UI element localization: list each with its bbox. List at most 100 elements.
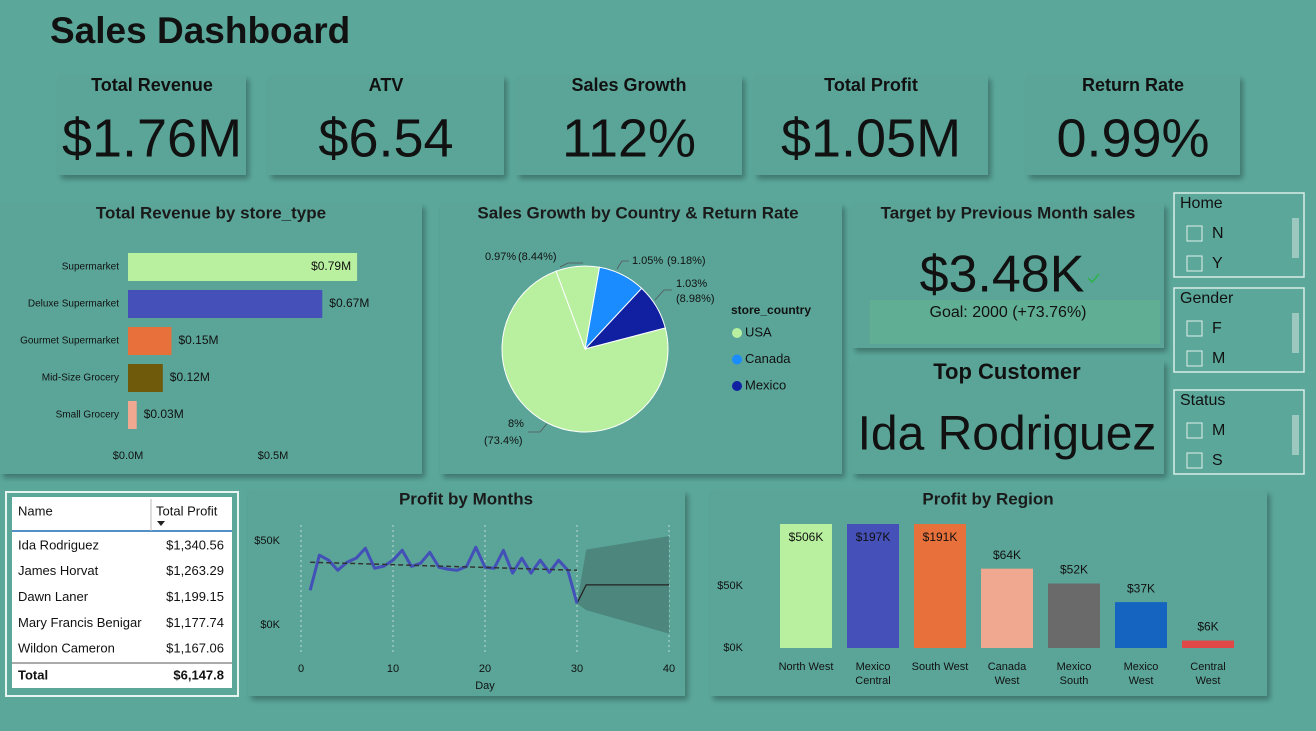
panel — [0, 203, 422, 474]
y-tick-label: Small Grocery — [56, 410, 119, 421]
data-label: $191K — [923, 530, 958, 544]
table-cell: Ida Rodriguez — [18, 537, 99, 552]
table-cell: Wildon Cameron — [18, 641, 115, 656]
checkbox[interactable] — [1186, 452, 1203, 469]
leader-line — [616, 260, 629, 270]
slicer-title: Home — [1180, 195, 1223, 212]
slicer-option: F — [1212, 320, 1222, 337]
leader-line — [654, 289, 672, 301]
x-tick-label: $0.5M — [258, 450, 289, 462]
pie-slice — [501, 270, 669, 433]
sort-icon[interactable] — [157, 521, 165, 526]
legend-title: store_country — [731, 303, 811, 317]
data-label: (8.98%) — [676, 293, 715, 305]
kpi-title: Target by Previous Month sales — [881, 203, 1136, 222]
legend-label: Canada — [745, 351, 791, 366]
bar — [1182, 640, 1234, 648]
table-frame — [5, 491, 239, 697]
table-cell: $1,340.56 — [166, 537, 224, 552]
x-tick-label: 10 — [387, 663, 399, 675]
chart-title: Profit by Months — [399, 489, 533, 508]
bar-group — [780, 524, 1234, 649]
forecast-line — [576, 584, 669, 604]
data-label: $37K — [1127, 581, 1155, 595]
card — [754, 75, 988, 175]
legend-swatch — [732, 381, 742, 391]
card-value: $6.54 — [318, 108, 453, 168]
leader-line — [528, 419, 551, 433]
checkbox[interactable] — [1186, 225, 1203, 242]
checkbox[interactable] — [1186, 255, 1203, 272]
trend-line — [310, 561, 578, 572]
checkbox[interactable] — [1186, 350, 1203, 367]
scrollbar — [1292, 313, 1299, 353]
leader-line — [559, 262, 583, 268]
slicer-frame — [1173, 389, 1305, 475]
data-label: $6K — [1197, 620, 1218, 634]
chart-title: Total Revenue by store_type — [96, 203, 326, 222]
y-tick-label: Supermarket — [62, 262, 119, 273]
x-tick-label: Mexico Central — [855, 661, 890, 687]
card-label: ATV — [369, 75, 404, 95]
bar — [1048, 583, 1100, 648]
y-tick-label: $50K — [254, 535, 280, 547]
legend-label: Mexico — [745, 377, 786, 392]
card-label: Total Revenue — [91, 75, 213, 95]
pie-slice — [555, 265, 600, 351]
data-label: 1.03% — [676, 278, 707, 290]
data-label: 8% — [508, 418, 524, 430]
x-tick-label: 40 — [663, 663, 675, 675]
data-label: $64K — [993, 548, 1021, 562]
data-label: 1.05% — [632, 255, 663, 267]
data-label: $0.12M — [170, 370, 210, 384]
bar — [128, 253, 358, 281]
bar — [780, 524, 832, 649]
slicer-option: Y — [1212, 255, 1223, 272]
x-tick-label: Canada West — [988, 661, 1027, 687]
slicer-option: N — [1212, 225, 1224, 242]
chart-title: Sales Growth by Country & Return Rate — [477, 203, 798, 222]
card-value: 112% — [562, 108, 696, 168]
y-tick-label: Mid-Size Grocery — [42, 373, 119, 384]
checkbox[interactable] — [1186, 422, 1203, 439]
x-axis-label: Day — [475, 680, 495, 692]
kpi-check-icon — [1087, 273, 1100, 284]
x-tick-label: Central West — [1190, 661, 1225, 687]
card — [1026, 75, 1240, 175]
x-tick-label: 20 — [479, 663, 491, 675]
dashboard-title: Sales Dashboard — [50, 10, 350, 51]
table-cell: $1,199.15 — [166, 589, 224, 604]
y-tick-label: $50K — [717, 580, 743, 592]
bar — [981, 568, 1033, 648]
legend-swatch — [732, 354, 742, 365]
x-tick-label: Mexico South — [1057, 661, 1092, 687]
data-label: $197K — [856, 530, 891, 544]
data-label: $0.67M — [329, 296, 369, 310]
table-cell: James Horvat — [18, 563, 99, 578]
card — [268, 75, 504, 175]
data-label: (8.44%) — [518, 251, 557, 263]
slicer-option: M — [1212, 350, 1225, 367]
scrollbar — [1292, 415, 1299, 455]
data-label: $0.79M — [311, 259, 351, 273]
bar — [847, 524, 899, 648]
x-tick-label: Mexico West — [1124, 661, 1159, 687]
x-tick-label: 30 — [571, 663, 583, 675]
card-value: $1.05M — [781, 108, 961, 168]
table-cell: $1,177.74 — [166, 615, 224, 630]
slicer-frame — [1173, 287, 1305, 373]
x-tick-label: South West — [912, 661, 969, 673]
checkbox[interactable] — [1186, 320, 1203, 337]
bar — [128, 401, 137, 429]
x-tick-label: North West — [779, 661, 834, 673]
data-label: $506K — [789, 530, 824, 544]
card-label: Total Profit — [824, 75, 918, 95]
y-tick-label: $0K — [723, 642, 743, 654]
column-header: Total Profit — [156, 503, 218, 518]
bar — [128, 290, 323, 318]
card — [58, 75, 246, 175]
data-label: (9.18%) — [667, 255, 706, 267]
chart-title: Profit by Region — [922, 489, 1053, 508]
bar — [914, 524, 966, 648]
y-tick-label: Deluxe Supermarket — [28, 299, 119, 310]
